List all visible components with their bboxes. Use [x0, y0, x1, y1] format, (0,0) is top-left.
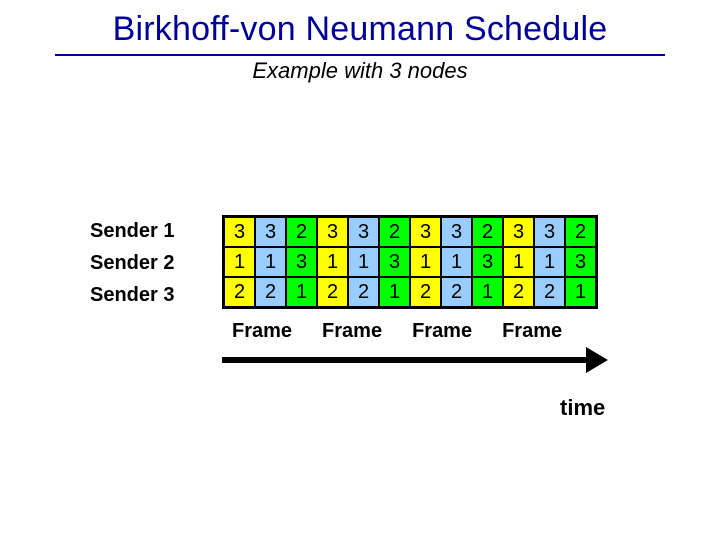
grid-cell: 2	[410, 277, 441, 307]
slide-title: Birkhoff-von Neumann Schedule	[0, 10, 720, 49]
frame-labels: Frame Frame Frame Frame	[232, 320, 562, 343]
frame-label: Frame	[412, 320, 472, 343]
sender-label-3: Sender 3	[90, 279, 174, 311]
grid-cell: 1	[255, 247, 286, 277]
grid-cell: 1	[286, 277, 317, 307]
schedule-grid: 332332332332113113113113221221221221	[222, 215, 598, 309]
grid-cell: 3	[441, 217, 472, 247]
grid-cell: 1	[503, 247, 534, 277]
grid-cell: 3	[379, 247, 410, 277]
grid-cell: 3	[534, 217, 565, 247]
sender-label-1: Sender 1	[90, 215, 174, 247]
grid-cell: 3	[410, 217, 441, 247]
grid-cell: 2	[255, 277, 286, 307]
grid-cell: 2	[286, 217, 317, 247]
grid-cell: 1	[472, 277, 503, 307]
grid-cell: 1	[348, 247, 379, 277]
grid-cell: 1	[534, 247, 565, 277]
grid-row: 113113113113	[224, 247, 596, 277]
time-arrow-line	[222, 357, 590, 363]
grid-cell: 2	[503, 277, 534, 307]
grid-cell: 3	[224, 217, 255, 247]
time-label: time	[560, 395, 605, 421]
time-arrow-head-icon	[586, 347, 608, 373]
grid-cell: 3	[317, 217, 348, 247]
grid-cell: 1	[441, 247, 472, 277]
grid-cell: 1	[410, 247, 441, 277]
grid-cell: 1	[379, 277, 410, 307]
title-underline	[55, 54, 665, 56]
grid-cell: 3	[503, 217, 534, 247]
frame-label: Frame	[502, 320, 562, 343]
grid-cell: 1	[565, 277, 596, 307]
grid-cell: 1	[224, 247, 255, 277]
sender-labels: Sender 1 Sender 2 Sender 3	[90, 215, 174, 311]
frame-label: Frame	[322, 320, 382, 343]
grid-cell: 3	[472, 247, 503, 277]
grid-row: 221221221221	[224, 277, 596, 307]
grid-cell: 2	[348, 277, 379, 307]
slide: Birkhoff-von Neumann Schedule Example wi…	[0, 0, 720, 540]
grid-cell: 2	[534, 277, 565, 307]
grid-row: 332332332332	[224, 217, 596, 247]
grid-cell: 3	[255, 217, 286, 247]
grid-cell: 3	[565, 247, 596, 277]
grid-cell: 3	[348, 217, 379, 247]
sender-label-2: Sender 2	[90, 247, 174, 279]
frame-label: Frame	[232, 320, 292, 343]
grid-cell: 1	[317, 247, 348, 277]
grid-cell: 2	[379, 217, 410, 247]
slide-subtitle: Example with 3 nodes	[0, 58, 720, 84]
grid-cell: 2	[317, 277, 348, 307]
grid-cell: 3	[286, 247, 317, 277]
grid-cell: 2	[472, 217, 503, 247]
grid-cell: 2	[565, 217, 596, 247]
grid-cell: 2	[224, 277, 255, 307]
grid-cell: 2	[441, 277, 472, 307]
